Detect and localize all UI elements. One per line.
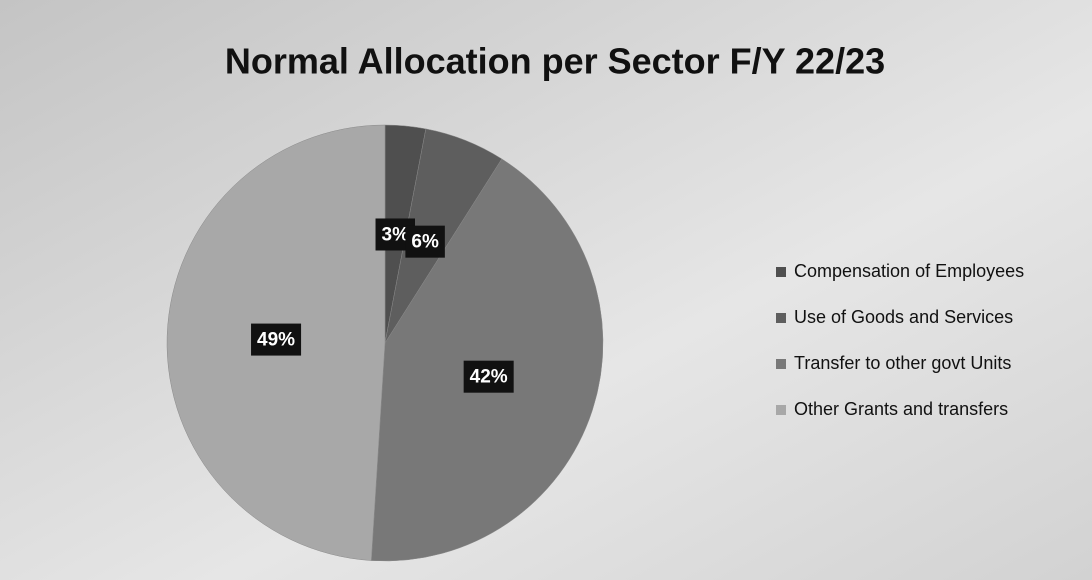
legend-swatch	[776, 405, 786, 415]
data-label-box	[251, 323, 302, 356]
pie-slice	[371, 158, 604, 562]
legend-label: Use of Goods and Services	[794, 307, 1013, 327]
data-label-text: 6%	[411, 232, 439, 253]
legend-swatch	[776, 359, 786, 369]
data-label-text: 49%	[257, 330, 295, 351]
chart-title: Normal Allocation per Sector F/Y 22/23	[225, 41, 885, 82]
data-label-text: 42%	[470, 367, 508, 388]
legend-label: Compensation of Employees	[794, 261, 1024, 281]
legend-swatch	[776, 313, 786, 323]
legend-swatch	[776, 267, 786, 277]
data-label-box	[463, 360, 514, 393]
legend-label: Transfer to other govt Units	[794, 353, 1011, 373]
data-label-box	[405, 225, 445, 258]
legend-label: Other Grants and transfers	[794, 399, 1008, 419]
data-label-text: 3%	[382, 224, 410, 245]
